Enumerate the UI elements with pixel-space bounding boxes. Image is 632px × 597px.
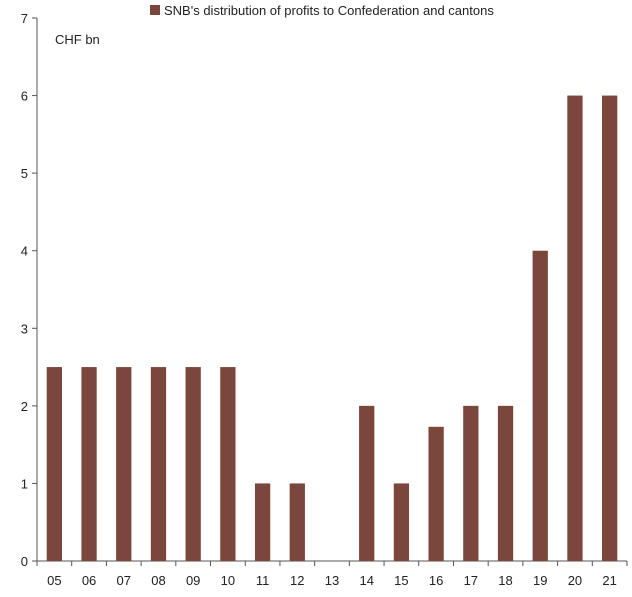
x-tick-label: 20	[568, 573, 582, 588]
x-tick-label: 16	[429, 573, 443, 588]
y-tick-label: 5	[21, 166, 28, 181]
y-unit-label: CHF bn	[55, 32, 100, 47]
bar-06	[81, 367, 97, 561]
bar-05	[46, 367, 62, 561]
x-tick-label: 11	[256, 573, 270, 588]
y-tick-label: 1	[21, 476, 28, 491]
y-tick-label: 7	[21, 11, 28, 26]
bar-18	[497, 405, 514, 561]
x-tick-label: 21	[602, 573, 616, 588]
x-tick-label: 15	[394, 573, 408, 588]
y-tick-label: 3	[21, 321, 28, 336]
x-tick-label: 07	[117, 573, 131, 588]
bar-07	[116, 367, 132, 561]
bar-10	[220, 367, 236, 561]
x-tick-label: 18	[498, 573, 512, 588]
x-tick-label: 10	[221, 573, 235, 588]
x-tick-label: 19	[533, 573, 547, 588]
bar-12	[289, 483, 305, 561]
y-tick-label: 6	[21, 89, 28, 104]
legend-label: SNB's distribution of profits to Confede…	[164, 3, 494, 18]
bar-19	[532, 250, 548, 561]
y-tick-label: 2	[21, 399, 28, 414]
x-tick-label: 09	[186, 573, 200, 588]
x-tick-label: 08	[151, 573, 165, 588]
x-tick-label: 17	[464, 573, 478, 588]
bar-15	[393, 483, 410, 561]
x-tick-label: 14	[359, 573, 373, 588]
bar-21	[602, 95, 618, 562]
bar-20	[567, 95, 583, 562]
bar-16	[428, 426, 444, 561]
bar-14	[359, 405, 375, 561]
bar-11	[254, 483, 271, 561]
x-tick-label: 05	[47, 573, 61, 588]
y-tick-label: 4	[21, 244, 28, 259]
x-tick-label: 06	[82, 573, 96, 588]
bar-09	[185, 367, 201, 561]
bar-17	[463, 405, 479, 561]
y-tick-label: 0	[21, 554, 28, 569]
x-tick-label: 13	[325, 573, 339, 588]
legend: SNB's distribution of profits to Confede…	[150, 3, 494, 18]
legend-swatch	[150, 5, 160, 15]
x-tick-label: 12	[290, 573, 304, 588]
bar-08	[150, 367, 167, 561]
